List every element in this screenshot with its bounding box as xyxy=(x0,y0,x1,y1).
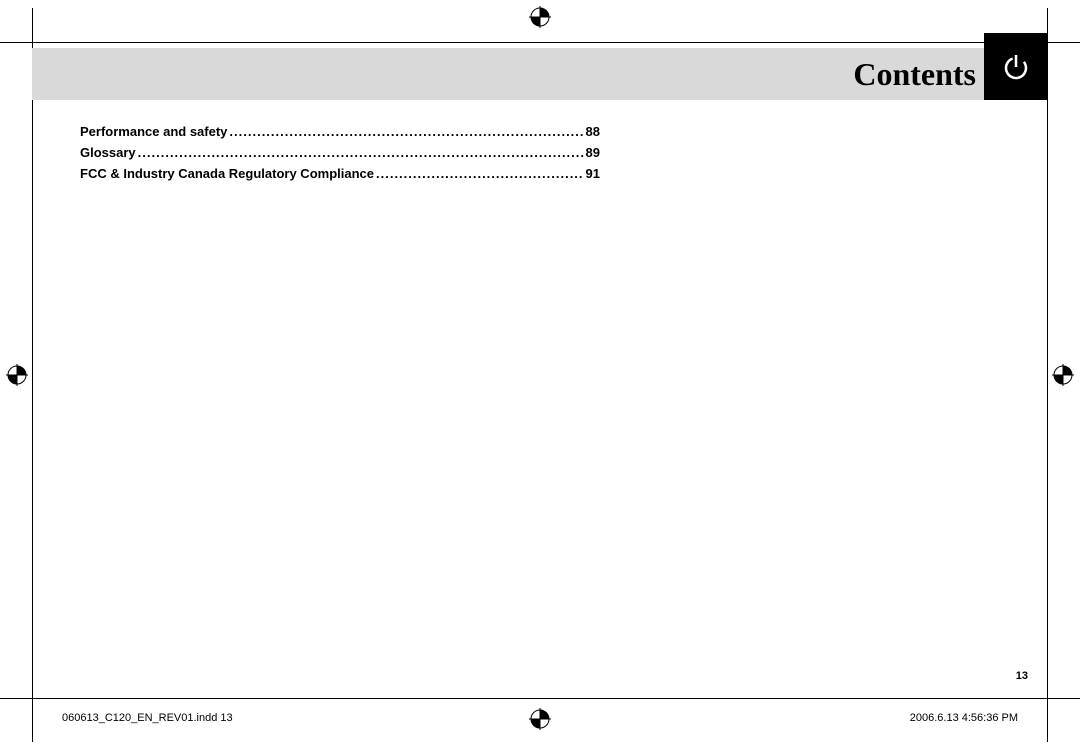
toc-page: 89 xyxy=(586,145,600,160)
page-title: Contents xyxy=(853,56,976,93)
page-frame xyxy=(32,8,1048,742)
toc-leader: ........................................… xyxy=(229,124,583,139)
toc-label: FCC & Industry Canada Regulatory Complia… xyxy=(80,166,374,181)
toc-list: Performance and safety .................… xyxy=(80,124,600,187)
header-icon-box xyxy=(984,33,1048,100)
footer-timestamp: 2006.6.13 4:56:36 PM xyxy=(910,712,1018,724)
toc-page: 88 xyxy=(586,124,600,139)
crop-line-top xyxy=(0,42,1080,43)
registration-mark-left xyxy=(6,364,28,386)
page-number: 13 xyxy=(1016,670,1028,682)
registration-mark-top xyxy=(529,6,551,28)
toc-row: FCC & Industry Canada Regulatory Complia… xyxy=(80,166,600,181)
toc-row: Glossary ...............................… xyxy=(80,145,600,160)
registration-mark-right xyxy=(1052,364,1074,386)
toc-page: 91 xyxy=(586,166,600,181)
toc-label: Performance and safety xyxy=(80,124,227,139)
crop-line-bottom xyxy=(0,698,1080,699)
toc-row: Performance and safety .................… xyxy=(80,124,600,139)
registration-mark-bottom xyxy=(529,708,551,730)
footer-filename: 060613_C120_EN_REV01.indd 13 xyxy=(62,712,233,724)
toc-leader: ........................................… xyxy=(138,145,584,160)
header-band: Contents xyxy=(32,48,1048,100)
toc-leader: ........................................… xyxy=(376,166,584,181)
toc-label: Glossary xyxy=(80,145,136,160)
power-icon xyxy=(1001,52,1031,82)
